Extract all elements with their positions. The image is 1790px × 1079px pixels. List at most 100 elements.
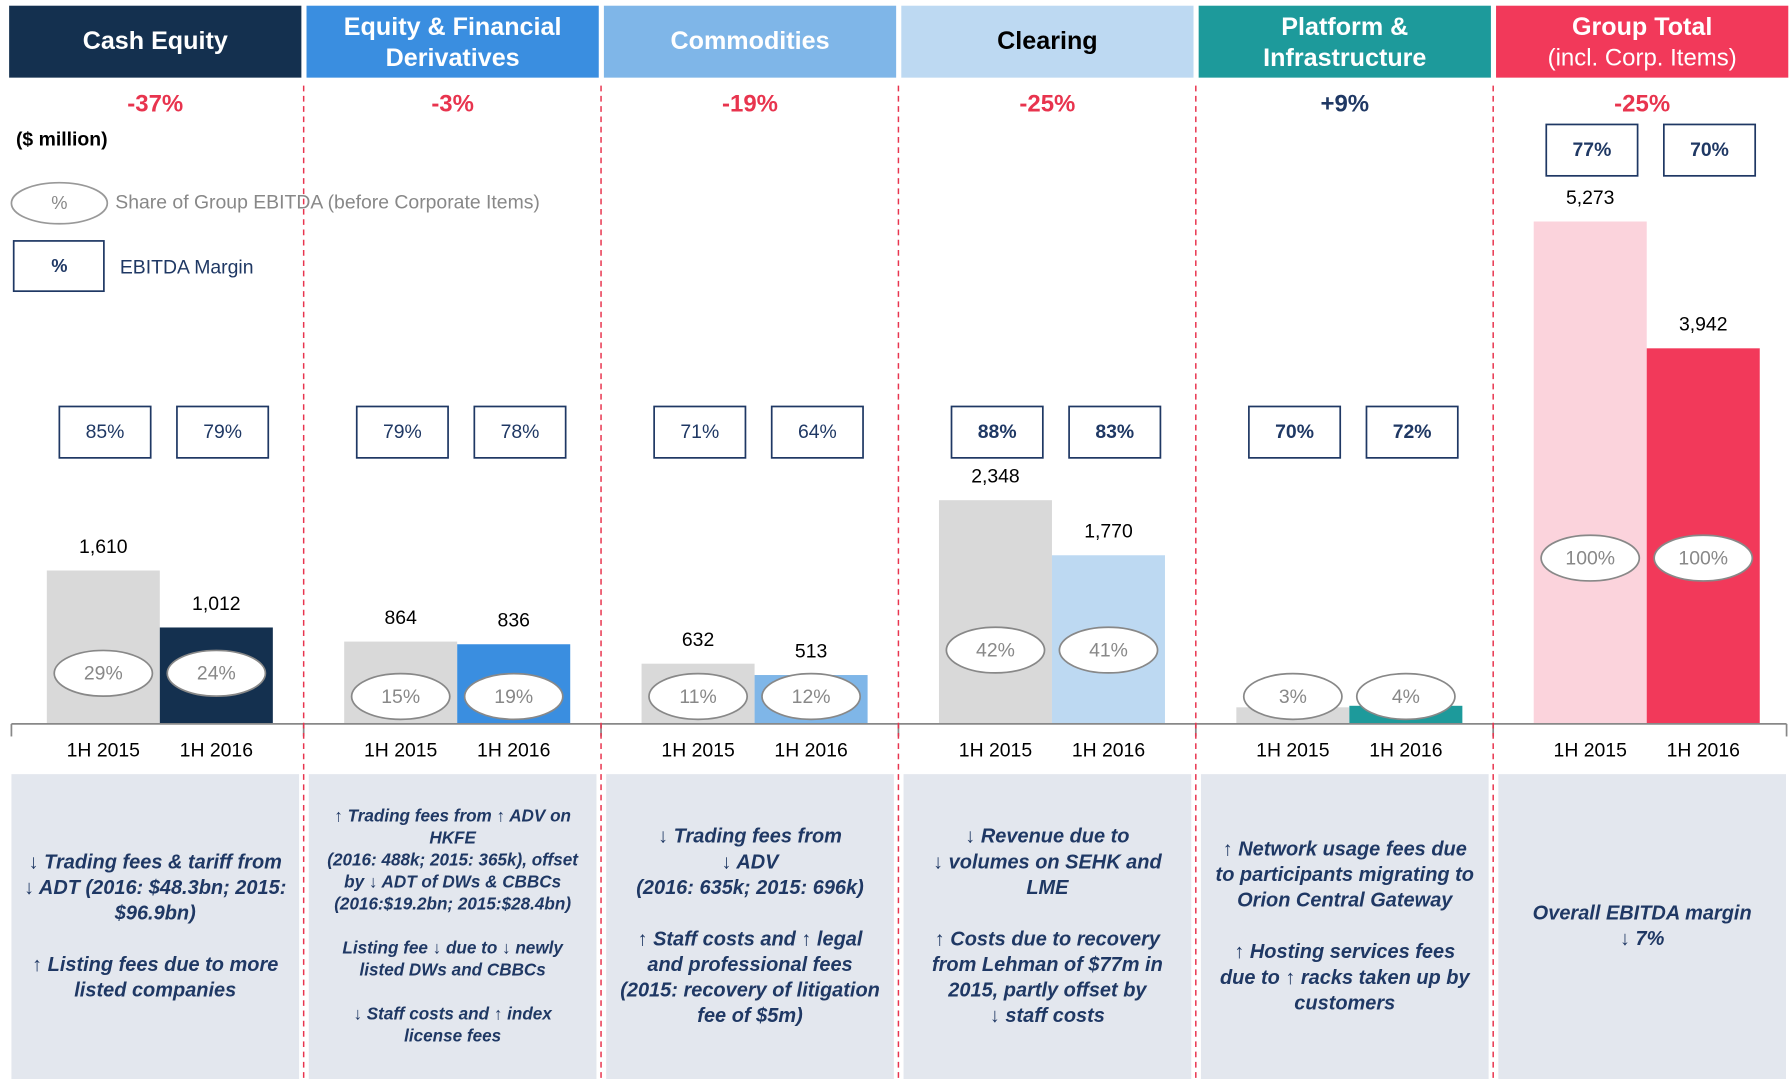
share-label: 41% bbox=[1089, 639, 1128, 661]
bar bbox=[46, 570, 160, 724]
margin-box bbox=[473, 405, 567, 459]
note-line: Listing fee ↓ due to ↓ newly bbox=[342, 939, 564, 958]
margin-box bbox=[58, 405, 152, 459]
category-label: 1H 2016 bbox=[1072, 739, 1145, 761]
note-line: ↓ volumes on SEHK and bbox=[933, 851, 1162, 873]
value-label: 864 bbox=[385, 607, 418, 629]
note-line: ↓ Trading fees from bbox=[658, 826, 842, 848]
share-ellipse bbox=[53, 649, 154, 697]
margin-label: 70% bbox=[1690, 139, 1729, 161]
bar bbox=[938, 500, 1052, 724]
note-line: by ↓ ADT of DWs & CBBCs bbox=[344, 872, 561, 891]
change-label: -3% bbox=[431, 90, 474, 117]
note-line: from Lehman of $77m in bbox=[932, 954, 1163, 976]
margin-box bbox=[355, 405, 449, 459]
value-label: 1,770 bbox=[1084, 521, 1133, 543]
share-label: 12% bbox=[792, 686, 831, 708]
segment-header bbox=[901, 5, 1194, 78]
note-line: Overall EBITDA margin bbox=[1533, 903, 1752, 925]
legend-share-symbol: % bbox=[51, 192, 67, 213]
note-line: customers bbox=[1294, 992, 1395, 1014]
share-ellipse bbox=[1242, 672, 1343, 721]
note-line: ↓ Staff costs and ↑ index bbox=[353, 1005, 553, 1024]
legend-margin-symbol: % bbox=[51, 255, 67, 276]
value-label: 3,942 bbox=[1679, 314, 1728, 336]
segment-title: Clearing bbox=[997, 27, 1097, 55]
legend-share-label: Share of Group EBITDA (before Corporate … bbox=[115, 191, 540, 213]
note-line: to participants migrating to bbox=[1216, 864, 1474, 886]
share-ellipse bbox=[761, 672, 862, 721]
note-line: ↑ Hosting services fees bbox=[1234, 941, 1455, 963]
value-label: 2,348 bbox=[971, 465, 1020, 487]
segment-header bbox=[9, 5, 302, 78]
note-line: ↓ Revenue due to bbox=[965, 826, 1129, 848]
margin-box bbox=[950, 405, 1044, 459]
category-label: 1H 2016 bbox=[1369, 739, 1442, 761]
category-label: 1H 2015 bbox=[364, 739, 437, 761]
note-line: ↑ Staff costs and ↑ legal bbox=[638, 928, 863, 950]
legend-margin-symbol-shape bbox=[12, 240, 105, 293]
notes-panel bbox=[1200, 774, 1489, 1079]
notes-panel bbox=[11, 774, 300, 1079]
margin-box bbox=[1545, 123, 1639, 177]
share-ellipse bbox=[1540, 534, 1641, 582]
value-label: 1,012 bbox=[192, 593, 241, 615]
note-line: (2015: recovery of litigation bbox=[620, 980, 880, 1002]
note-line: and professional fees bbox=[647, 954, 852, 976]
note-line: (2016: 488k; 2015: 365k), offset bbox=[327, 851, 579, 870]
note-line: (2016:$19.2bn; 2015:$28.4bn) bbox=[334, 894, 571, 913]
note-line: license fees bbox=[404, 1027, 501, 1046]
share-ellipse bbox=[1653, 534, 1754, 582]
note-line: ↑ Trading fees from ↑ ADV on bbox=[334, 807, 571, 826]
note-line: ↓ ADV bbox=[722, 851, 781, 873]
segment-header bbox=[1198, 5, 1491, 78]
change-label: -37% bbox=[127, 90, 183, 117]
legend-share-symbol-shape bbox=[10, 181, 109, 225]
share-label: 24% bbox=[197, 663, 236, 685]
margin-label: 72% bbox=[1393, 421, 1432, 443]
note-line: due to ↑ racks taken up by bbox=[1220, 967, 1471, 989]
note-line: listed DWs and CBBCs bbox=[359, 961, 545, 980]
note-line: ↓ staff costs bbox=[990, 1005, 1105, 1027]
margin-label: 78% bbox=[501, 421, 540, 443]
segment-title: Cash Equity bbox=[83, 27, 228, 55]
value-label: 513 bbox=[795, 640, 827, 662]
share-ellipse bbox=[463, 672, 564, 721]
category-label: 1H 2015 bbox=[1256, 739, 1329, 761]
note-line: ↑ Network usage fees due bbox=[1223, 838, 1467, 860]
share-label: 29% bbox=[84, 663, 123, 685]
margin-label: 71% bbox=[680, 421, 719, 443]
note-line: HKFE bbox=[429, 829, 476, 848]
share-ellipse bbox=[166, 649, 267, 697]
margin-box bbox=[653, 405, 747, 459]
segment-header bbox=[603, 5, 897, 78]
note-line: Orion Central Gateway bbox=[1237, 890, 1453, 912]
category-label: 1H 2016 bbox=[180, 739, 253, 761]
segment-title: Platform & bbox=[1281, 13, 1408, 41]
share-ellipse bbox=[648, 672, 749, 721]
margin-label: 70% bbox=[1275, 421, 1314, 443]
segment-title: Group Total bbox=[1572, 13, 1712, 41]
category-label: 1H 2016 bbox=[477, 739, 550, 761]
share-label: 4% bbox=[1392, 686, 1420, 708]
category-label: 1H 2015 bbox=[67, 739, 140, 761]
share-label: 42% bbox=[976, 639, 1015, 661]
segment-title: Commodities bbox=[671, 27, 830, 55]
margin-label: 77% bbox=[1573, 139, 1612, 161]
margin-label: 64% bbox=[798, 421, 837, 443]
share-label: 100% bbox=[1565, 547, 1615, 569]
note-line: ↑ Listing fees due to more bbox=[32, 954, 278, 976]
note-line: ↑ Costs due to recovery bbox=[935, 928, 1161, 950]
notes-panel bbox=[308, 774, 597, 1079]
note-line: fee of $5m) bbox=[697, 1005, 803, 1027]
margin-box bbox=[1068, 405, 1162, 459]
margin-label: 83% bbox=[1095, 421, 1134, 443]
margin-label: 88% bbox=[978, 421, 1017, 443]
margin-box bbox=[770, 405, 864, 459]
share-ellipse bbox=[945, 626, 1046, 674]
value-label: 836 bbox=[498, 610, 530, 632]
category-label: 1H 2015 bbox=[661, 739, 734, 761]
segment-title: Equity & Financial bbox=[344, 13, 562, 41]
value-label: 632 bbox=[682, 629, 714, 651]
category-label: 1H 2016 bbox=[1667, 739, 1740, 761]
